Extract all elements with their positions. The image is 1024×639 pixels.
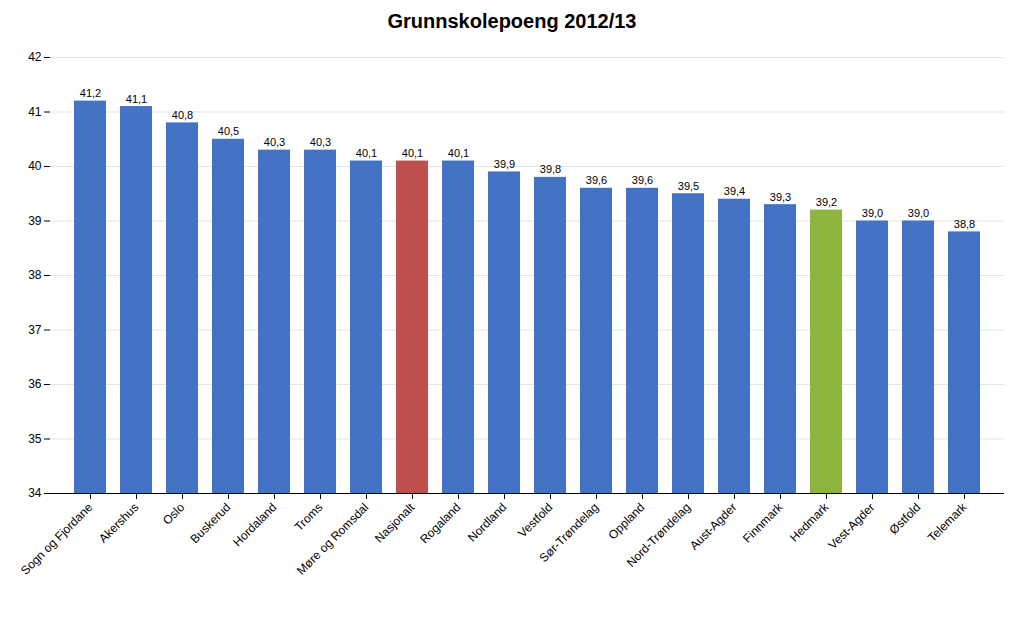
svg-text:Troms: Troms xyxy=(292,500,326,534)
svg-text:39,9: 39,9 xyxy=(494,158,515,170)
svg-text:Nordland: Nordland xyxy=(465,500,509,544)
svg-text:34: 34 xyxy=(28,486,42,500)
svg-text:38: 38 xyxy=(28,268,42,282)
svg-text:Nasjonalt: Nasjonalt xyxy=(372,500,418,546)
svg-text:40,1: 40,1 xyxy=(448,147,469,159)
svg-text:39,8: 39,8 xyxy=(540,163,561,175)
svg-text:40,5: 40,5 xyxy=(218,125,239,137)
svg-text:39,2: 39,2 xyxy=(816,196,837,208)
svg-text:40: 40 xyxy=(28,159,42,173)
svg-text:Hedmark: Hedmark xyxy=(787,500,832,545)
svg-text:39: 39 xyxy=(28,214,42,228)
svg-text:40,8: 40,8 xyxy=(172,109,193,121)
svg-text:36: 36 xyxy=(28,377,42,391)
svg-text:Rogaland: Rogaland xyxy=(417,500,463,546)
svg-text:Østfold: Østfold xyxy=(887,500,924,537)
svg-text:Nord-Trøndelag: Nord-Trøndelag xyxy=(624,500,693,569)
svg-text:Vest-Agder: Vest-Agder xyxy=(825,500,877,552)
svg-text:Oppland: Oppland xyxy=(605,500,647,542)
svg-text:35: 35 xyxy=(28,432,42,446)
svg-text:40,1: 40,1 xyxy=(402,147,423,159)
svg-text:Hordaland: Hordaland xyxy=(230,500,279,549)
svg-text:Sogn og Fjordane: Sogn og Fjordane xyxy=(18,500,96,578)
svg-text:Buskerud: Buskerud xyxy=(188,500,234,546)
svg-text:Møre og Romsdal: Møre og Romsdal xyxy=(294,500,371,577)
svg-text:Finnmark: Finnmark xyxy=(740,500,786,546)
svg-text:Vestfold: Vestfold xyxy=(515,500,555,540)
svg-text:39,6: 39,6 xyxy=(632,174,653,186)
svg-text:Akershus: Akershus xyxy=(96,500,141,545)
svg-text:39,0: 39,0 xyxy=(862,207,883,219)
svg-text:Telemark: Telemark xyxy=(925,500,970,545)
svg-text:39,4: 39,4 xyxy=(724,185,745,197)
svg-text:41,2: 41,2 xyxy=(80,87,101,99)
html-text:Grunnskolepoeng 2012/13: Grunnskolepoeng 2012/13 xyxy=(387,10,637,32)
svg-text:41: 41 xyxy=(28,105,42,119)
svg-text:39,5: 39,5 xyxy=(678,180,699,192)
svg-text:39,6: 39,6 xyxy=(586,174,607,186)
svg-text:37: 37 xyxy=(28,323,42,337)
svg-text:40,3: 40,3 xyxy=(264,136,285,148)
svg-text:40,3: 40,3 xyxy=(310,136,331,148)
svg-text:39,0: 39,0 xyxy=(908,207,929,219)
svg-text:Sør-Trøndelag: Sør-Trøndelag xyxy=(537,500,602,565)
svg-text:42: 42 xyxy=(28,50,42,64)
svg-text:Aust-Agder: Aust-Agder xyxy=(687,500,739,552)
svg-text:40,1: 40,1 xyxy=(356,147,377,159)
svg-text:38,8: 38,8 xyxy=(954,218,975,230)
svg-text:41,1: 41,1 xyxy=(126,93,147,105)
svg-text:Oslo: Oslo xyxy=(160,500,188,528)
svg-text:39,3: 39,3 xyxy=(770,191,791,203)
